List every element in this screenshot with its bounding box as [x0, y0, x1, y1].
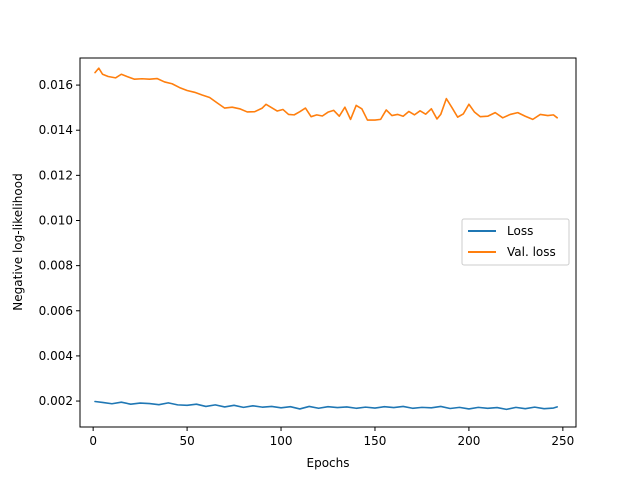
y-axis: 0.002 0.004 0.006 0.008 0.010 0.012 0.014 0.016 — [39, 78, 80, 408]
x-axis-label: Epochs — [307, 456, 350, 470]
y-tick-label: 0.006 — [39, 304, 73, 318]
x-tick-label: 0 — [89, 434, 97, 448]
y-tick-label: 0.008 — [39, 259, 73, 273]
y-tick-label: 0.010 — [39, 213, 73, 227]
y-tick-label: 0.016 — [39, 78, 73, 92]
legend-label-loss: Loss — [507, 224, 533, 238]
y-tick-label: 0.014 — [39, 123, 73, 137]
x-tick-label: 100 — [270, 434, 293, 448]
x-tick-label: 200 — [457, 434, 480, 448]
plot-frame — [79, 57, 577, 428]
x-axis: 0 50 100 150 200 250 — [89, 427, 574, 448]
series-line-val-loss — [94, 67, 559, 121]
y-axis-label: Negative log-likelihood — [11, 173, 25, 310]
y-tick-label: 0.004 — [39, 349, 73, 363]
series-line-loss — [94, 400, 559, 411]
legend-label-val-loss: Val. loss — [507, 245, 556, 259]
series-layer — [94, 67, 559, 411]
y-tick-label: 0.002 — [39, 394, 73, 408]
legend: Loss Val. loss — [461, 218, 570, 266]
x-tick-label: 50 — [179, 434, 194, 448]
x-tick-label: 250 — [551, 434, 574, 448]
x-tick-label: 150 — [364, 434, 387, 448]
y-tick-label: 0.012 — [39, 168, 73, 182]
